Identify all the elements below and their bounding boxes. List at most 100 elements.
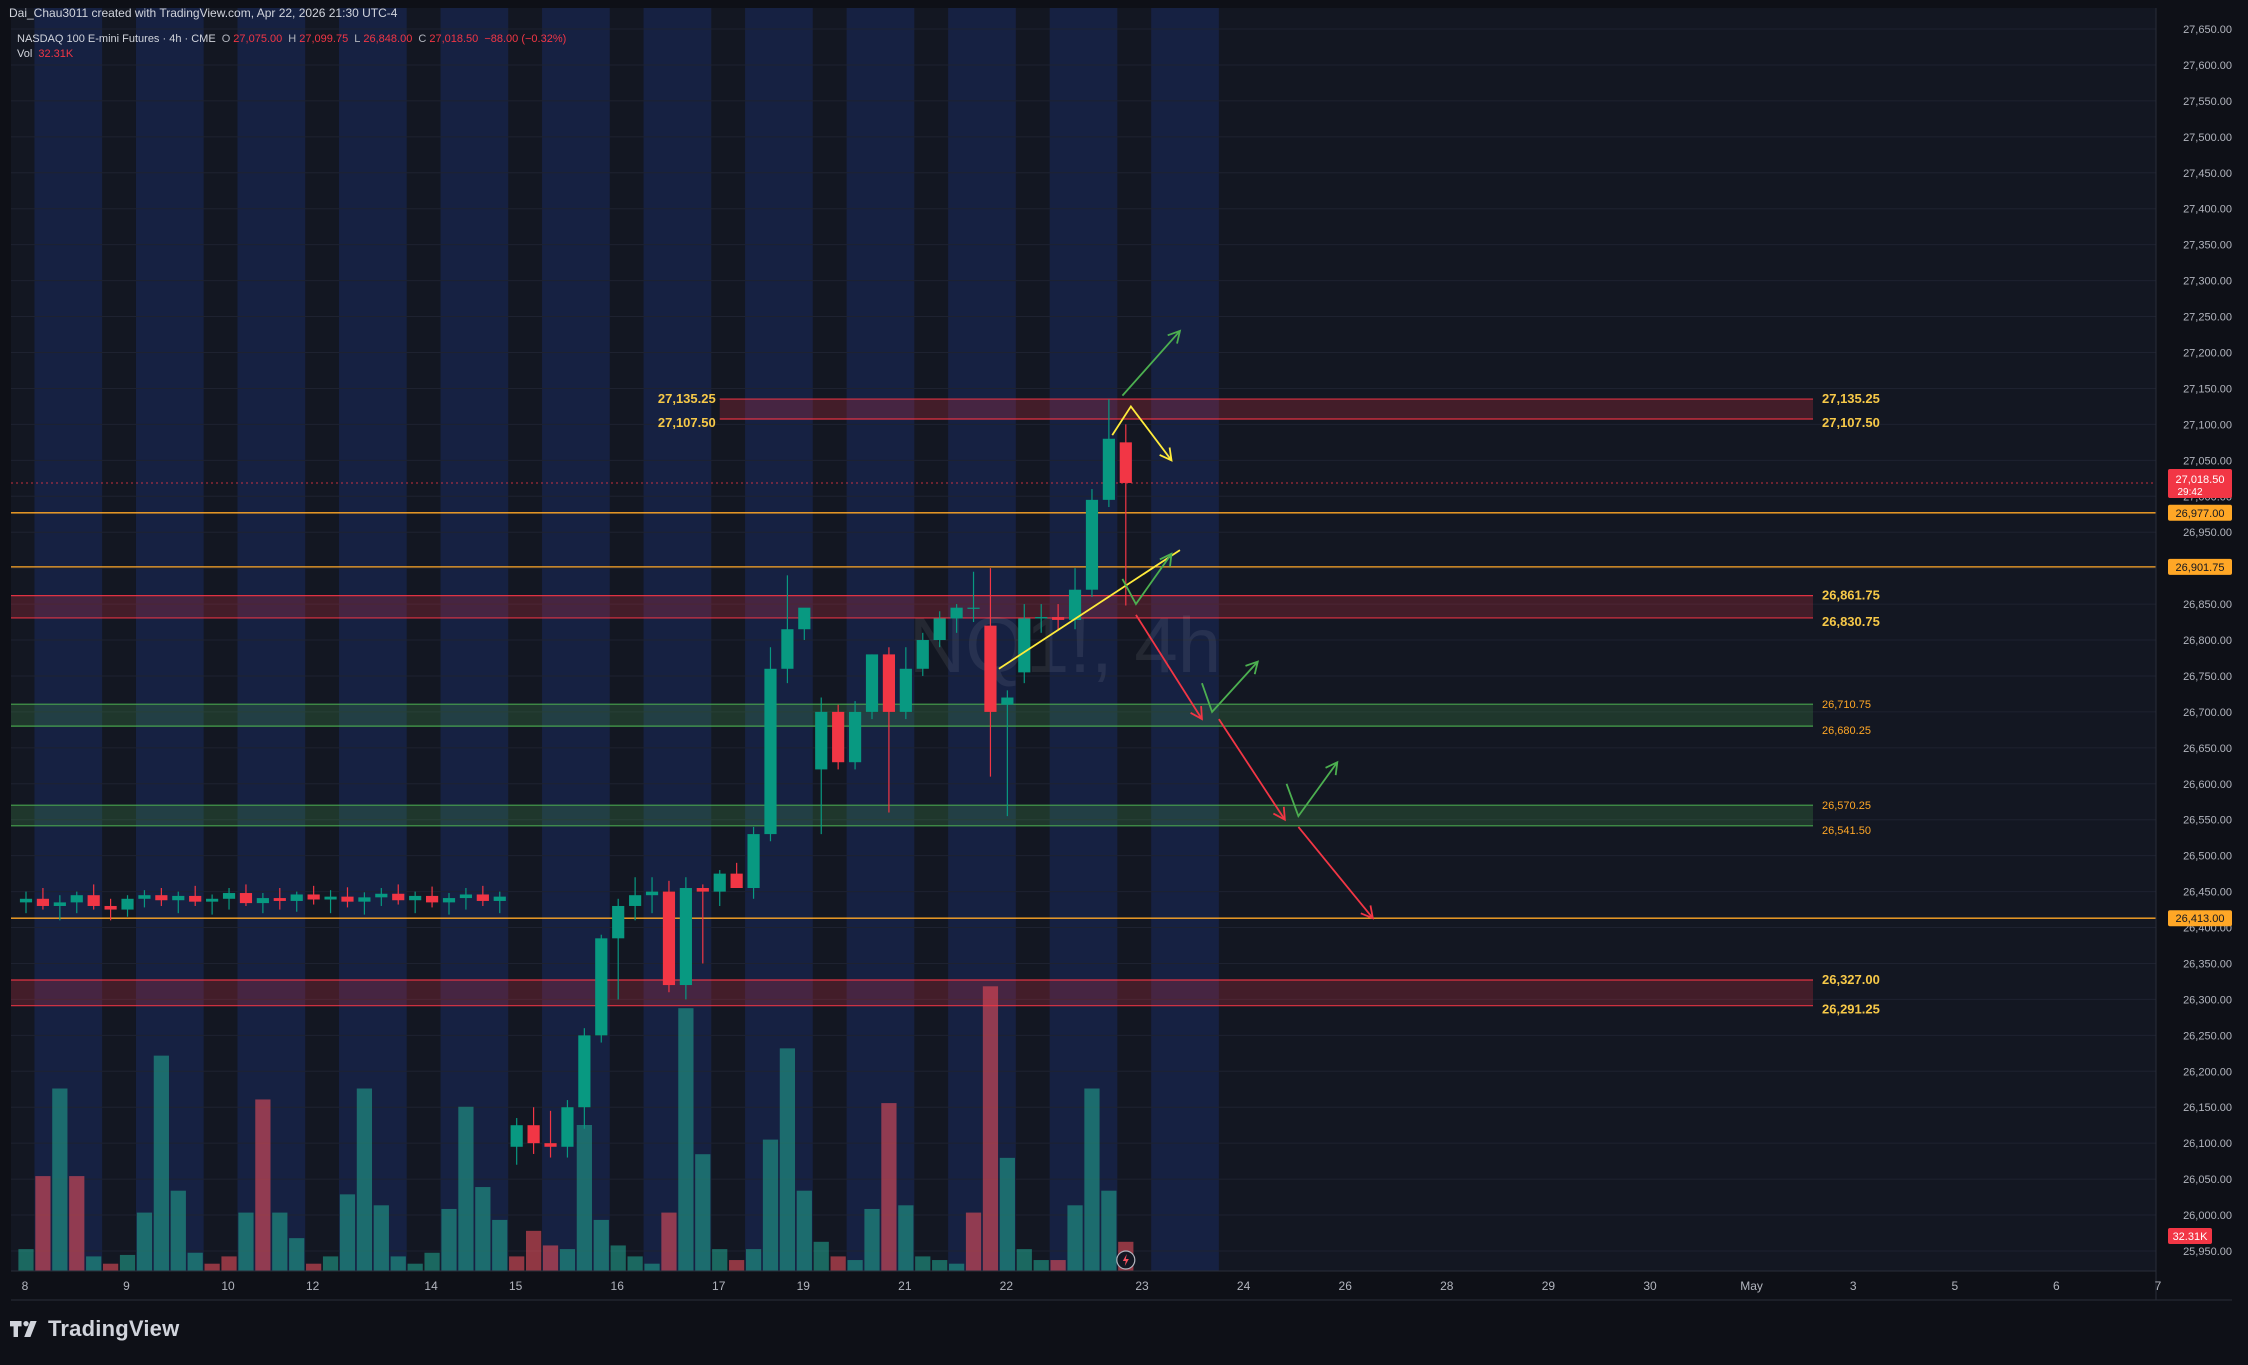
symbol-name[interactable]: NASDAQ 100 E-mini Futures · 4h · CME xyxy=(17,33,216,45)
candle-body[interactable] xyxy=(273,898,286,901)
projection-arrow[interactable] xyxy=(1135,614,1203,720)
candle-body[interactable] xyxy=(87,895,100,906)
candle-body[interactable] xyxy=(1001,697,1014,705)
tradingview-logo-icon xyxy=(10,1321,37,1337)
candle-body[interactable] xyxy=(324,896,337,900)
candle-body[interactable] xyxy=(967,607,980,609)
candle-body[interactable] xyxy=(53,902,66,906)
time-axis[interactable]: 8 9 10 12 14 15 16 17 19 21 22 23 24 26 28 29 30 May 3 5 6 7 xyxy=(22,1279,2162,1293)
candle-body[interactable] xyxy=(459,894,473,899)
time-tick-label: 30 xyxy=(1643,1279,1657,1293)
candle-body[interactable] xyxy=(781,629,794,669)
candle-body[interactable] xyxy=(189,895,202,902)
time-tick-label: 21 xyxy=(898,1279,912,1293)
candle-body[interactable] xyxy=(392,893,405,901)
price-tick-label: 26,000.00 xyxy=(2183,1210,2232,1222)
volume-bar xyxy=(1050,1260,1066,1271)
session-stripe xyxy=(643,8,712,1271)
candle-body[interactable] xyxy=(645,891,659,896)
candle-body[interactable] xyxy=(595,938,608,1036)
candle-body[interactable] xyxy=(798,607,811,630)
candle-body[interactable] xyxy=(341,896,354,902)
candle-body[interactable] xyxy=(527,1125,540,1144)
candle-body[interactable] xyxy=(933,618,946,641)
candle-body[interactable] xyxy=(442,898,456,903)
price-axis[interactable]: 27,650.00 27,600.00 27,550.00 27,500.00 27,4… xyxy=(2183,24,2232,1258)
projection-arrow[interactable] xyxy=(1201,660,1259,714)
candle-body[interactable] xyxy=(916,640,929,669)
candle-body[interactable] xyxy=(662,891,676,986)
candle-body[interactable] xyxy=(138,895,151,899)
projection-arrow[interactable] xyxy=(1111,404,1173,461)
candle-body[interactable] xyxy=(425,895,439,903)
candle-body[interactable] xyxy=(882,654,896,712)
candle-body[interactable] xyxy=(848,711,862,763)
candle-body[interactable] xyxy=(713,873,726,892)
candle-body[interactable] xyxy=(222,893,236,899)
candle-body[interactable] xyxy=(1018,618,1031,673)
candle-body[interactable] xyxy=(1102,438,1115,500)
candle-body[interactable] xyxy=(612,905,625,939)
time-tick-label: 22 xyxy=(1000,1279,1014,1293)
candle-body[interactable] xyxy=(1119,442,1132,483)
candle-body[interactable] xyxy=(950,607,963,619)
candle-body[interactable] xyxy=(561,1107,574,1147)
candle-body[interactable] xyxy=(1052,617,1065,620)
candle-body[interactable] xyxy=(1035,617,1048,619)
candle-body[interactable] xyxy=(70,895,83,903)
candle-body[interactable] xyxy=(19,898,33,903)
candle-body[interactable] xyxy=(1085,499,1099,590)
tradingview-footer[interactable]: TradingView xyxy=(10,1316,179,1342)
projection-arrow[interactable] xyxy=(1218,718,1286,821)
candle-body[interactable] xyxy=(493,896,506,901)
projection-arrow[interactable] xyxy=(1121,330,1181,397)
candle-body[interactable] xyxy=(544,1143,557,1147)
volume-bar xyxy=(1067,1205,1083,1271)
candle-body[interactable] xyxy=(865,654,879,712)
volume-label[interactable]: Vol xyxy=(17,48,33,60)
candle-body[interactable] xyxy=(239,893,253,904)
projection-arrow[interactable] xyxy=(1297,826,1374,919)
candle-body[interactable] xyxy=(815,711,828,770)
trend-line[interactable] xyxy=(998,549,1181,670)
candle-body[interactable] xyxy=(510,1125,523,1147)
projection-arrow[interactable] xyxy=(1285,761,1339,819)
candle-body[interactable] xyxy=(629,895,642,906)
candle-body[interactable] xyxy=(172,895,185,901)
candle-body[interactable] xyxy=(899,668,912,712)
open-value: 27,075.00 xyxy=(233,33,283,45)
price-tick-label: 27,200.00 xyxy=(2183,348,2232,360)
candle-body[interactable] xyxy=(984,625,997,712)
candle-body[interactable] xyxy=(747,834,760,889)
low-label: L xyxy=(354,33,361,45)
candle-body[interactable] xyxy=(409,895,422,901)
candle-body[interactable] xyxy=(290,894,303,901)
candle-body[interactable] xyxy=(206,898,219,902)
candle-body[interactable] xyxy=(155,895,168,901)
candle-body[interactable] xyxy=(104,905,117,910)
candle-body[interactable] xyxy=(832,711,845,763)
candle-body[interactable] xyxy=(1068,589,1082,620)
volume-bar xyxy=(627,1256,643,1271)
candle-body[interactable] xyxy=(375,893,388,898)
candle-body[interactable] xyxy=(730,873,743,889)
candle-body[interactable] xyxy=(358,897,371,902)
zone-band-supply xyxy=(11,980,1813,1006)
candle-body[interactable] xyxy=(764,668,777,835)
candle-body[interactable] xyxy=(256,898,269,904)
candle-body[interactable] xyxy=(679,888,692,986)
candle-body[interactable] xyxy=(696,888,709,892)
candle-body[interactable] xyxy=(121,898,134,910)
price-tick-label: 27,050.00 xyxy=(2183,455,2232,467)
candle-body[interactable] xyxy=(578,1035,591,1108)
candle-body[interactable] xyxy=(36,898,50,906)
volume-bar xyxy=(982,986,999,1271)
candle-body[interactable] xyxy=(476,894,489,901)
price-tick-label: 26,800.00 xyxy=(2183,635,2232,647)
projection-arrow[interactable] xyxy=(1121,553,1173,606)
candle-body[interactable] xyxy=(307,894,320,900)
volume-bar xyxy=(1101,1190,1117,1271)
time-tick-label: 23 xyxy=(1135,1279,1149,1293)
